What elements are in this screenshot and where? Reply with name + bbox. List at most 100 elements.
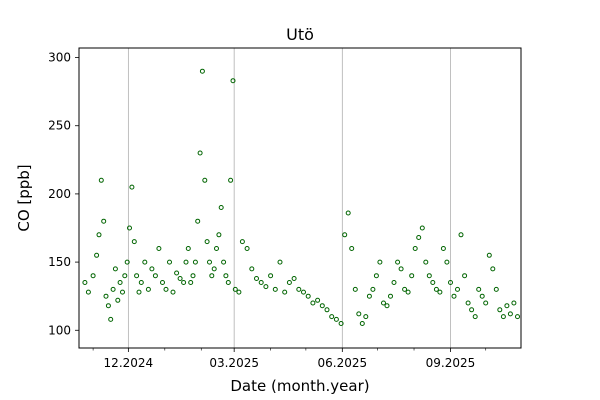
data-point — [405, 289, 411, 295]
y-tick-label: 100 — [48, 323, 71, 337]
data-point — [232, 286, 238, 292]
data-point — [398, 266, 404, 272]
data-point — [170, 289, 176, 295]
x-gridlines — [127, 48, 451, 348]
data-point — [391, 280, 397, 285]
data-point — [112, 266, 118, 272]
y-tick-label: 150 — [48, 255, 71, 269]
x-axis-label: Date (month.year) — [230, 377, 369, 395]
data-point — [455, 286, 460, 292]
data-point — [366, 293, 372, 299]
data-point — [120, 289, 125, 295]
data-point — [319, 303, 325, 309]
data-point — [181, 280, 187, 285]
y-axis-ticks: 100 150 200 250 300 — [48, 51, 79, 337]
data-point — [188, 280, 194, 285]
data-point — [426, 273, 432, 279]
data-point — [349, 246, 355, 251]
data-point — [373, 273, 379, 279]
data-point — [218, 205, 224, 210]
data-point — [101, 218, 107, 224]
data-point — [163, 286, 169, 292]
data-point — [192, 259, 198, 265]
data-point — [94, 252, 100, 258]
data-point — [515, 314, 520, 320]
data-point — [388, 293, 393, 299]
data-point — [263, 284, 269, 290]
plot-frame — [78, 47, 522, 349]
data-point — [448, 280, 453, 285]
data-point — [221, 259, 227, 265]
data-point — [363, 314, 369, 320]
data-point — [423, 259, 429, 265]
data-point — [277, 259, 283, 265]
data-point — [345, 210, 351, 216]
data-point — [167, 259, 172, 265]
data-point — [216, 232, 222, 238]
data-point — [356, 311, 362, 317]
data-point — [244, 246, 250, 251]
data-point — [142, 259, 148, 265]
data-point — [202, 177, 208, 183]
data-point — [214, 246, 219, 251]
data-point — [465, 300, 471, 306]
data-point — [127, 225, 132, 231]
data-point — [433, 286, 439, 292]
data-point — [409, 273, 415, 279]
data-point — [190, 273, 196, 279]
data-point — [103, 293, 109, 299]
data-point — [395, 259, 401, 265]
data-point — [197, 150, 203, 156]
data-point — [430, 280, 436, 285]
y-tick-label: 200 — [48, 187, 71, 201]
data-point — [342, 232, 348, 238]
data-point — [301, 289, 306, 295]
x-tick-label: 03.2025 — [209, 356, 259, 370]
data-point — [108, 316, 114, 322]
data-point — [490, 266, 496, 272]
data-point — [110, 286, 116, 292]
data-point — [507, 311, 513, 317]
data-point — [122, 273, 128, 279]
data-point — [136, 289, 142, 295]
data-point — [472, 314, 478, 320]
data-point — [359, 321, 365, 326]
data-point — [204, 239, 210, 245]
data-point — [115, 297, 121, 303]
data-point — [82, 280, 88, 285]
data-point — [310, 300, 316, 306]
x-tick-label: 09.2025 — [426, 356, 476, 370]
data-point — [451, 293, 457, 299]
data-point — [117, 280, 123, 285]
x-axis-ticks: 12.2024 03.2025 06.2025 09.2025 — [92, 348, 487, 370]
data-point — [199, 68, 205, 74]
data-point — [156, 246, 162, 251]
data-point — [384, 303, 390, 309]
data-point — [105, 303, 111, 309]
data-point — [486, 252, 492, 258]
data-point — [177, 276, 183, 281]
data-point — [98, 177, 104, 183]
data-point — [381, 300, 386, 306]
data-point — [377, 259, 383, 265]
data-point — [209, 273, 215, 279]
data-point — [152, 273, 158, 279]
data-point — [286, 280, 292, 285]
data-point — [272, 286, 278, 292]
data-point — [338, 321, 344, 326]
data-point — [462, 273, 468, 279]
data-point — [134, 273, 140, 279]
data-point — [225, 280, 231, 285]
data-point — [504, 303, 510, 309]
data-point — [239, 239, 245, 245]
data-point — [476, 286, 482, 292]
data-point — [236, 289, 242, 295]
data-point — [85, 289, 91, 295]
data-point — [479, 293, 485, 299]
data-point — [437, 289, 443, 295]
chart-title: Utö — [286, 25, 314, 44]
data-point — [419, 225, 425, 231]
data-point — [90, 273, 96, 279]
data-point — [324, 307, 330, 313]
